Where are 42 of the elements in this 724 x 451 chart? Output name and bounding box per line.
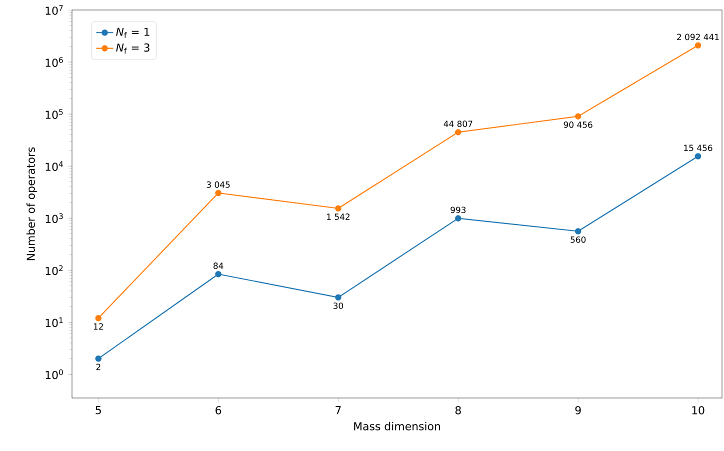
legend-label: N$_{f}$ = 1 [116, 28, 150, 38]
x-tick-label: 5 [96, 406, 101, 414]
point [574, 113, 582, 120]
data-label: 2 092 441 [677, 34, 719, 40]
x-axis-title: Mass dimension [354, 422, 440, 430]
y-tick-label: 10$^{5}$ [46, 109, 63, 119]
data-label: 2 [96, 364, 100, 370]
data-label: 3 045 [206, 181, 230, 188]
x-tick-label: 6 [216, 406, 222, 414]
point [335, 294, 342, 301]
point [215, 190, 222, 196]
data-label: 44 807 [444, 120, 472, 128]
data-label: 30 [333, 302, 344, 309]
data-label: 15 456 [684, 144, 712, 152]
y-tick-label: 10$^{4}$ [46, 161, 63, 171]
x-tick-label: 9 [575, 406, 581, 414]
y-tick-label: 10$^{2}$ [46, 265, 63, 276]
point [335, 205, 342, 212]
point [574, 228, 582, 234]
y-tick-label: 10$^{6}$ [46, 57, 63, 67]
point [215, 270, 222, 278]
point [95, 355, 102, 362]
data-label: 993 [450, 206, 466, 214]
data-label: 12 [94, 323, 103, 330]
data-label: 560 [570, 236, 586, 243]
data-label: 1 542 [327, 214, 350, 220]
x-tick-label: 10 [692, 406, 704, 414]
legend-label: N$_{f}$ = 3 [116, 43, 150, 54]
data-label: 84 [214, 262, 224, 269]
point [694, 42, 702, 48]
point [455, 215, 462, 222]
point [455, 129, 462, 136]
y-tick-label: 10$^{3}$ [46, 213, 63, 224]
point [694, 153, 702, 160]
x-tick-label: 8 [455, 406, 461, 414]
x-tick-label: 7 [336, 406, 341, 414]
point [95, 314, 102, 322]
y-axis-title: Number of operators [26, 147, 38, 260]
data-label: 90 456 [564, 122, 592, 128]
y-tick-label: 10$^{1}$ [46, 317, 63, 328]
y-tick-label: 10$^{7}$ [46, 5, 63, 15]
y-tick-label: 10$^{0}$ [46, 369, 63, 380]
